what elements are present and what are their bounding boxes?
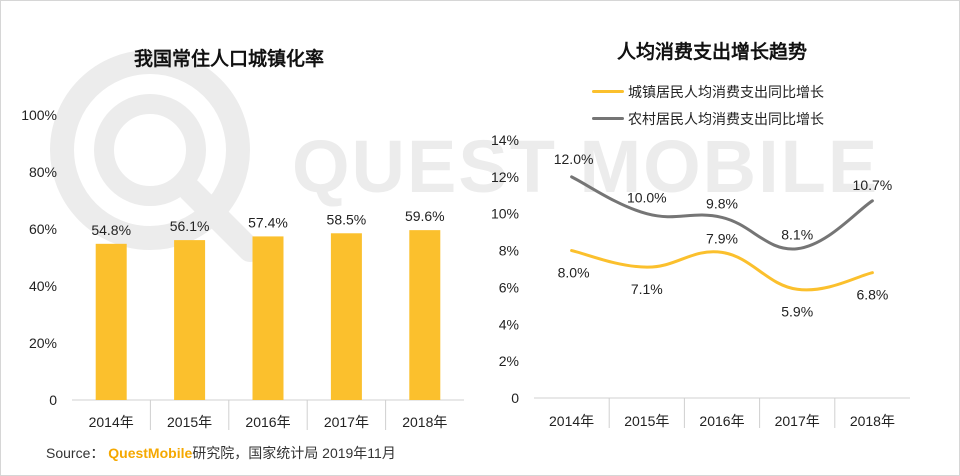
line-x-tick-label: 2018年 [850,413,895,429]
bar-x-tick-label: 2018年 [402,414,447,430]
bar-data-label: 54.8% [91,222,131,238]
legend-item-rural: 农村居民人均消费支出同比增长 [592,108,892,128]
bar-y-tick-label: 40% [29,278,57,294]
line-y-tick-label: 10% [491,206,519,222]
source-note: Source： QuestMobile研究院，国家统计局 2019年11月 [46,443,396,463]
legend-swatch-rural [592,117,624,120]
bar-y-tick-label: 80% [29,164,57,180]
legend-label-urban: 城镇居民人均消费支出同比增长 [628,84,824,100]
bar [409,230,441,400]
bar-y-tick-label: 60% [29,221,57,237]
line-y-tick-label: 12% [491,169,519,185]
bar [174,240,206,400]
line-data-label: 10.0% [627,190,667,206]
bar-data-label: 59.6% [405,208,445,224]
bar-x-tick-label: 2014年 [89,414,134,430]
line-x-tick-label: 2014年 [549,413,594,429]
line-x-tick-label: 2016年 [699,413,744,429]
line-y-tick-label: 4% [499,316,519,332]
bar-data-label: 58.5% [327,211,367,227]
bar [252,236,284,400]
bar-chart-title: 我国常住人口城镇化率 [134,49,325,70]
bar-x-tick-label: 2016年 [245,414,290,430]
line-x-tick-label: 2017年 [775,413,820,429]
line-y-tick-label: 14% [491,132,519,148]
line-series-rural [570,175,874,251]
legend-swatch-urban [592,90,624,93]
line-data-label: 8.0% [558,265,590,281]
bar-y-tick-label: 0 [49,392,57,408]
source-suffix: 研究院，国家统计局 2019年11月 [192,445,396,461]
bar-data-label: 57.4% [248,214,288,230]
bar-data-label: 56.1% [170,218,210,234]
line-data-label: 9.8% [706,195,738,211]
bar-x-tick-label: 2017年 [324,414,369,430]
line-data-label: 7.1% [631,281,663,297]
bar [95,243,127,400]
line-x-tick-label: 2015年 [624,413,669,429]
line-data-label: 10.7% [853,177,893,193]
line-series-urban [570,249,874,292]
source-prefix: Source： [46,445,109,461]
line-data-label: 6.8% [856,287,888,303]
source-brand: QuestMobile [108,445,193,461]
line-data-label: 5.9% [781,303,813,319]
line-y-tick-label: 8% [499,243,519,259]
legend-item-urban: 城镇居民人均消费支出同比增长 [592,81,892,101]
line-y-tick-label: 0 [511,390,519,406]
bar [330,233,362,400]
bar-y-tick-label: 100% [21,107,57,123]
watermark-logo-icon [50,50,262,262]
bar-y-tick-label: 20% [29,335,57,351]
line-y-tick-label: 6% [499,279,519,295]
line-data-label: 8.1% [781,227,813,243]
line-y-tick-label: 2% [499,353,519,369]
bar-x-tick-label: 2015年 [167,414,212,430]
watermark-text: QUEST MOBILE [292,125,879,208]
line-chart-title: 人均消费支出增长趋势 [617,42,808,63]
line-data-label: 7.9% [706,230,738,246]
line-data-label: 12.0% [554,151,594,167]
legend-label-rural: 农村居民人均消费支出同比增长 [628,111,824,127]
